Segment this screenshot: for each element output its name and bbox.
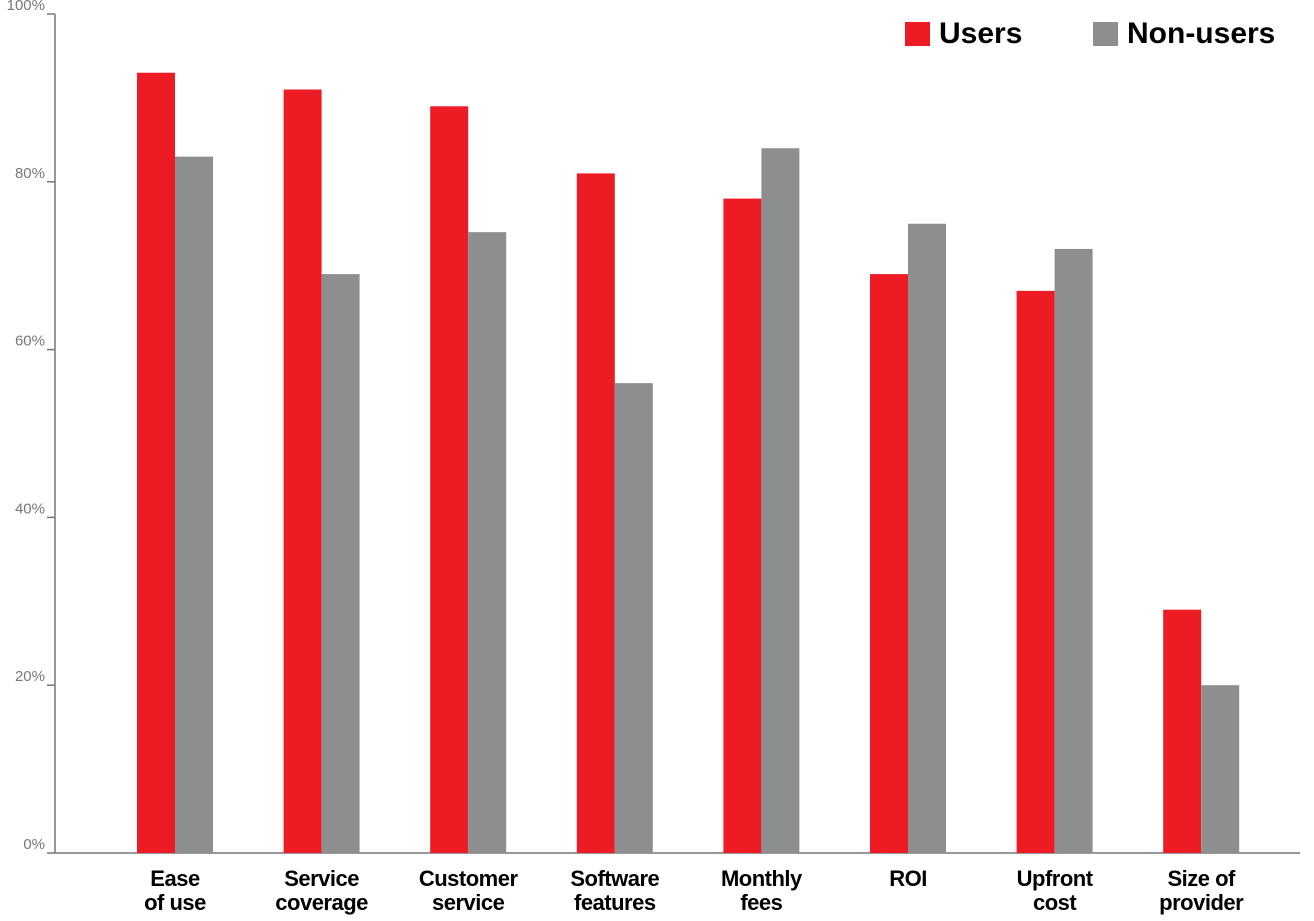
bar bbox=[614, 383, 653, 853]
legend-swatch bbox=[905, 22, 930, 46]
bar bbox=[908, 223, 946, 853]
bar bbox=[761, 148, 800, 854]
bar bbox=[430, 106, 469, 854]
x-tick-label: Ease of use bbox=[144, 866, 206, 915]
x-tick-label: Size of provider bbox=[1159, 866, 1244, 915]
bar bbox=[1016, 290, 1055, 853]
bar bbox=[137, 72, 175, 854]
bar bbox=[1054, 248, 1093, 854]
x-tick-label: Software features bbox=[570, 866, 660, 915]
y-tick-label: 40% bbox=[15, 500, 45, 517]
bar bbox=[283, 89, 322, 853]
legend-label: Users bbox=[939, 17, 1022, 50]
y-tick-label: 0% bbox=[23, 836, 45, 853]
x-tick-label: Upfront cost bbox=[1016, 866, 1093, 915]
bar bbox=[1201, 685, 1240, 853]
bar bbox=[576, 173, 615, 853]
y-tick-label: 80% bbox=[15, 165, 45, 182]
bar bbox=[175, 156, 213, 853]
bar bbox=[468, 232, 507, 853]
y-tick-label: 20% bbox=[15, 668, 45, 685]
x-tick-label: ROI bbox=[889, 866, 927, 891]
bar bbox=[870, 274, 908, 854]
bar bbox=[723, 198, 762, 853]
x-tick-label: Monthly fees bbox=[720, 866, 802, 915]
x-tick-label: Customer service bbox=[418, 866, 518, 915]
x-tick-label: Service coverage bbox=[275, 866, 368, 915]
bar bbox=[321, 274, 360, 854]
y-tick-label: 100% bbox=[7, 0, 45, 14]
legend-label: Non-users bbox=[1127, 17, 1275, 50]
bar bbox=[1163, 609, 1202, 853]
legend-swatch bbox=[1093, 22, 1118, 46]
y-tick-label: 60% bbox=[15, 333, 45, 350]
